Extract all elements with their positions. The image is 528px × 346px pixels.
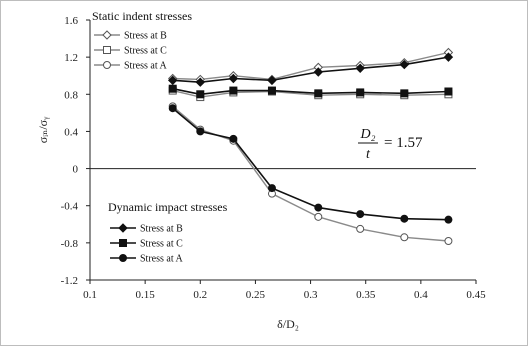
y-tick-label: -0.4 [61, 201, 79, 213]
data-point [356, 224, 365, 233]
data-point [267, 184, 276, 193]
data-point [444, 215, 453, 224]
data-point [444, 237, 453, 245]
legend-entry: Stress at A [124, 61, 168, 72]
series-line [172, 56, 449, 84]
dynamic-legend: Dynamic impact stresses Stress at B Stress… [108, 200, 228, 265]
ratio-annotation: D₂ t = 1.57 [358, 127, 423, 162]
y-tick-label: 0 [73, 164, 79, 176]
legend-marker [119, 239, 127, 247]
y-tick-label: 1.2 [64, 52, 78, 64]
data-point [314, 212, 323, 221]
data-point [355, 63, 365, 73]
x-tick-label: 0.4 [414, 289, 428, 301]
data-point [267, 86, 276, 95]
x-tick-label: 0.45 [466, 289, 486, 301]
legend-marker [119, 254, 127, 262]
legend-entry: Stress at B [140, 224, 183, 235]
annotation-value: = 1.57 [384, 135, 423, 151]
x-tick-label: 0.25 [246, 289, 266, 301]
series-dynamic-circle [168, 104, 453, 224]
x-tick-label: 0.2 [193, 289, 207, 301]
series-dynamic-square [168, 84, 453, 99]
x-axis-label: δ/D₂ [277, 317, 299, 331]
data-point [399, 59, 410, 70]
series-line [172, 107, 449, 221]
data-point [314, 89, 323, 98]
legend-title: Static indent stresses [92, 9, 192, 23]
series-static-diamond [168, 47, 454, 85]
series-line [172, 89, 449, 98]
legend-marker [118, 223, 128, 233]
annotation-numerator: D₂ [360, 127, 376, 142]
series-line [172, 105, 449, 242]
data-point [313, 67, 323, 77]
data-point [196, 90, 205, 99]
data-point [400, 214, 409, 223]
data-point [195, 77, 205, 87]
series-line [172, 87, 449, 96]
data-point [400, 233, 409, 242]
legend-marker [103, 61, 111, 69]
data-point [228, 73, 239, 84]
static-legend: Static indent stresses Stress at B Stress … [92, 9, 192, 72]
x-tick-label: 0.35 [356, 289, 376, 301]
legend-title: Dynamic impact stresses [108, 200, 228, 214]
data-point [196, 127, 205, 136]
y-tick-label: 1.6 [64, 15, 78, 27]
data-point [168, 104, 177, 113]
y-tick-label: 0.8 [64, 89, 78, 101]
data-point [356, 88, 365, 97]
series-dynamic-diamond [168, 52, 454, 87]
legend-marker [103, 46, 111, 54]
data-point [229, 86, 238, 95]
data-point [229, 134, 238, 143]
x-tick-label: 0.1 [83, 289, 97, 301]
y-axis-label: σᵢₙ/σᵧ [36, 116, 50, 143]
data-point [267, 75, 277, 86]
series-static-circle [168, 102, 453, 245]
y-tick-label: -0.8 [61, 238, 79, 250]
series-line [172, 51, 449, 81]
x-tick-label: 0.3 [304, 289, 318, 301]
data-point [443, 52, 454, 62]
data-point [168, 84, 177, 93]
data-point [400, 89, 409, 98]
data-point [314, 203, 323, 212]
legend-entry: Stress at C [140, 239, 183, 250]
legend-entry: Stress at B [124, 31, 167, 42]
data-point [444, 87, 453, 96]
legend-entry: Stress at A [140, 254, 184, 265]
annotation-denominator: t [366, 147, 371, 162]
y-tick-label: 0.4 [64, 126, 78, 138]
x-tick-label: 0.15 [136, 289, 156, 301]
y-tick-label: -1.2 [61, 275, 78, 287]
data-point [356, 210, 365, 219]
legend-entry: Stress at C [124, 46, 167, 57]
data-point [168, 75, 178, 86]
legend-marker [102, 30, 112, 40]
